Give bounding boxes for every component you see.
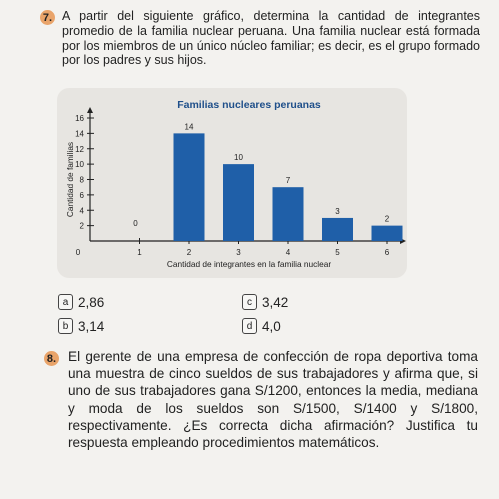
bar-value-label: 10 [234,153,243,162]
x-tick-label: 2 [187,248,192,257]
y-tick-label: 8 [80,176,85,185]
x-axis-label: Cantidad de integrantes en la familia nu… [167,259,331,269]
question-number-8: 8. [44,351,59,366]
option-b-letter: b [58,318,73,334]
bar-value-label: 7 [286,176,291,185]
answer-options: a 2,86 b 3,14 c 3,42 d 4,0 [58,294,358,344]
question-8-text: El gerente de una empresa de confección … [68,349,478,451]
option-d[interactable]: d 4,0 [242,318,281,334]
x-tick-label: 4 [286,248,291,257]
bar-value-label: 14 [185,122,194,131]
bar [371,225,403,241]
x-tick-label: 6 [385,248,390,257]
option-d-value: 4,0 [262,318,281,334]
question-number-7: 7. [40,10,55,25]
bar-value-label: 3 [335,207,340,216]
bar [272,187,304,241]
x-tick-label: 5 [335,248,340,257]
y-tick-label: 2 [80,222,85,231]
x-tick-label: 0 [76,248,81,257]
option-a-letter: a [58,294,73,310]
bar [173,133,205,241]
y-tick-label: 4 [80,206,85,215]
question-7-text: A partir del siguiente gráfico, determin… [62,9,480,68]
bar-value-label: 0 [133,219,138,228]
y-tick-label: 12 [75,145,84,154]
bar [322,217,353,241]
option-b-value: 3,14 [78,318,105,334]
option-a-value: 2,86 [78,294,105,310]
bar-value-label: 2 [385,215,390,224]
bar [223,164,254,241]
option-c[interactable]: c 3,42 [242,294,288,310]
y-tick-label: 6 [80,191,85,200]
y-axis-label: Cantidad de familias [65,142,75,217]
option-a[interactable]: a 2,86 [58,294,104,310]
option-b[interactable]: b 3,14 [58,318,104,334]
chart-panel: Familias nucleares peruanas 2 4 6 8 10 12 14 16 0… [57,88,407,278]
y-tick-label: 16 [75,114,84,123]
option-c-letter: c [242,294,257,310]
bar-chart: Familias nucleares peruanas2468101214160… [65,99,406,269]
y-tick-label: 14 [75,129,84,138]
option-c-value: 3,42 [262,294,289,310]
x-tick-label: 3 [236,248,241,257]
x-tick-label: 1 [137,248,142,257]
y-tick-label: 10 [75,160,84,169]
y-axis-arrow [87,107,93,113]
option-d-letter: d [242,318,257,334]
chart-title: Familias nucleares peruanas [177,99,321,111]
